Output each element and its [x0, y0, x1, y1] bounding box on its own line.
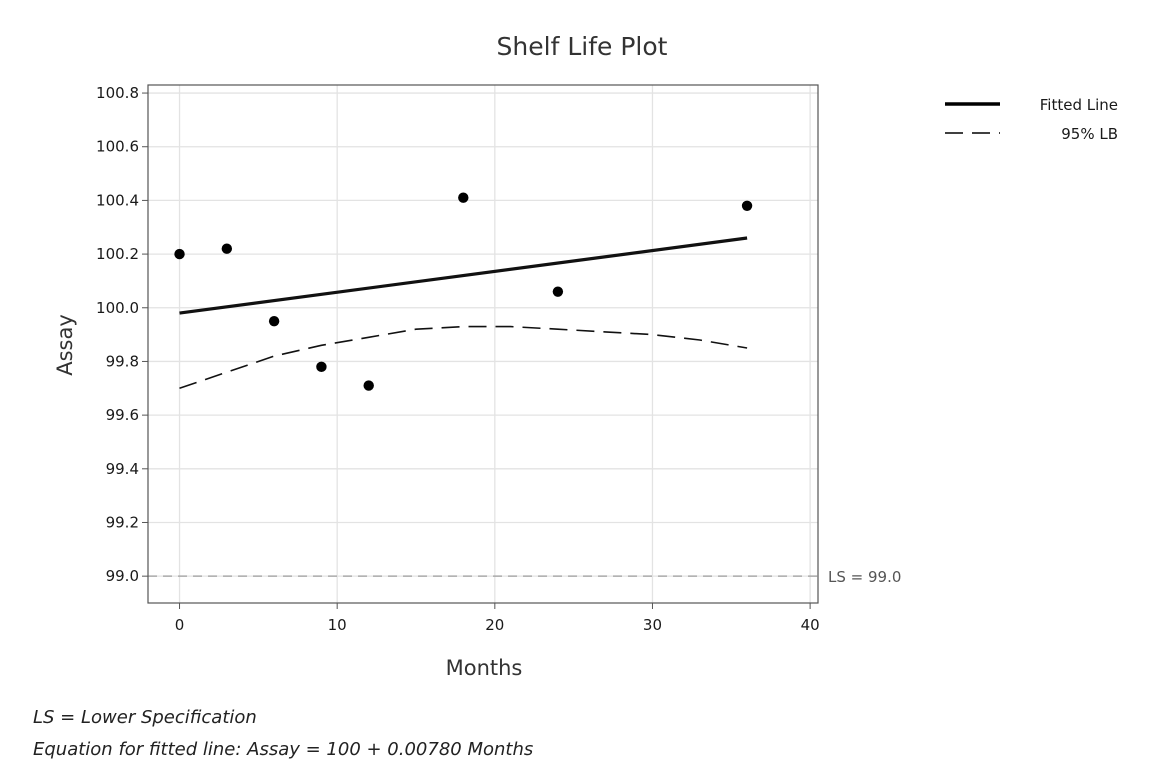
data-point [268, 315, 280, 327]
y-tick-label: 99.4 [106, 460, 139, 478]
y-tick-label: 100.8 [96, 84, 139, 102]
x-tick-label: 10 [328, 616, 347, 634]
data-point [174, 248, 185, 260]
legend-95lb-label: 95% LB [1061, 125, 1118, 143]
y-tick-label: 99.0 [106, 567, 139, 585]
data-point [363, 380, 374, 391]
data-point [741, 200, 753, 211]
x-tick-label: 40 [801, 616, 820, 634]
legend: Fitted Line 95% LB [945, 96, 1118, 143]
legend-fitted-line-label: Fitted Line [1040, 96, 1118, 114]
x-axis-ticks: 0 10 20 30 40 [175, 603, 820, 634]
y-tick-label: 100.0 [96, 299, 139, 317]
footnote-ls-definition: LS = Lower Specification [33, 707, 257, 728]
plot-area-border [147, 84, 819, 604]
y-tick-label: 99.2 [106, 513, 139, 531]
x-axis-title: Months [446, 656, 523, 680]
y-axis-ticks: 99.0 99.2 99.4 99.6 99.8 100.0 100.2 100.4 100.6… [96, 84, 148, 585]
chart-title: Shelf Life Plot [497, 32, 668, 61]
y-tick-label: 99.6 [106, 406, 139, 424]
data-point [316, 361, 327, 373]
y-tick-label: 100.2 [96, 245, 139, 263]
x-tick-label: 0 [175, 616, 185, 634]
data-point [458, 192, 469, 203]
x-tick-label: 20 [485, 616, 504, 634]
y-tick-label: 100.6 [96, 138, 139, 156]
series-group [179, 236, 748, 390]
lower-spec-label: LS = 99.0 [828, 568, 901, 586]
data-point [221, 243, 233, 254]
y-tick-label: 99.8 [106, 352, 139, 370]
x-tick-label: 30 [643, 616, 662, 634]
footnote-fitted-equation: Equation for fitted line: Assay = 100 + … [33, 739, 533, 760]
y-axis-title: Assay [53, 314, 77, 376]
points-group [174, 192, 753, 391]
data-point [552, 286, 564, 297]
fitted-line [179, 236, 748, 315]
y-tick-label: 100.4 [96, 191, 139, 209]
